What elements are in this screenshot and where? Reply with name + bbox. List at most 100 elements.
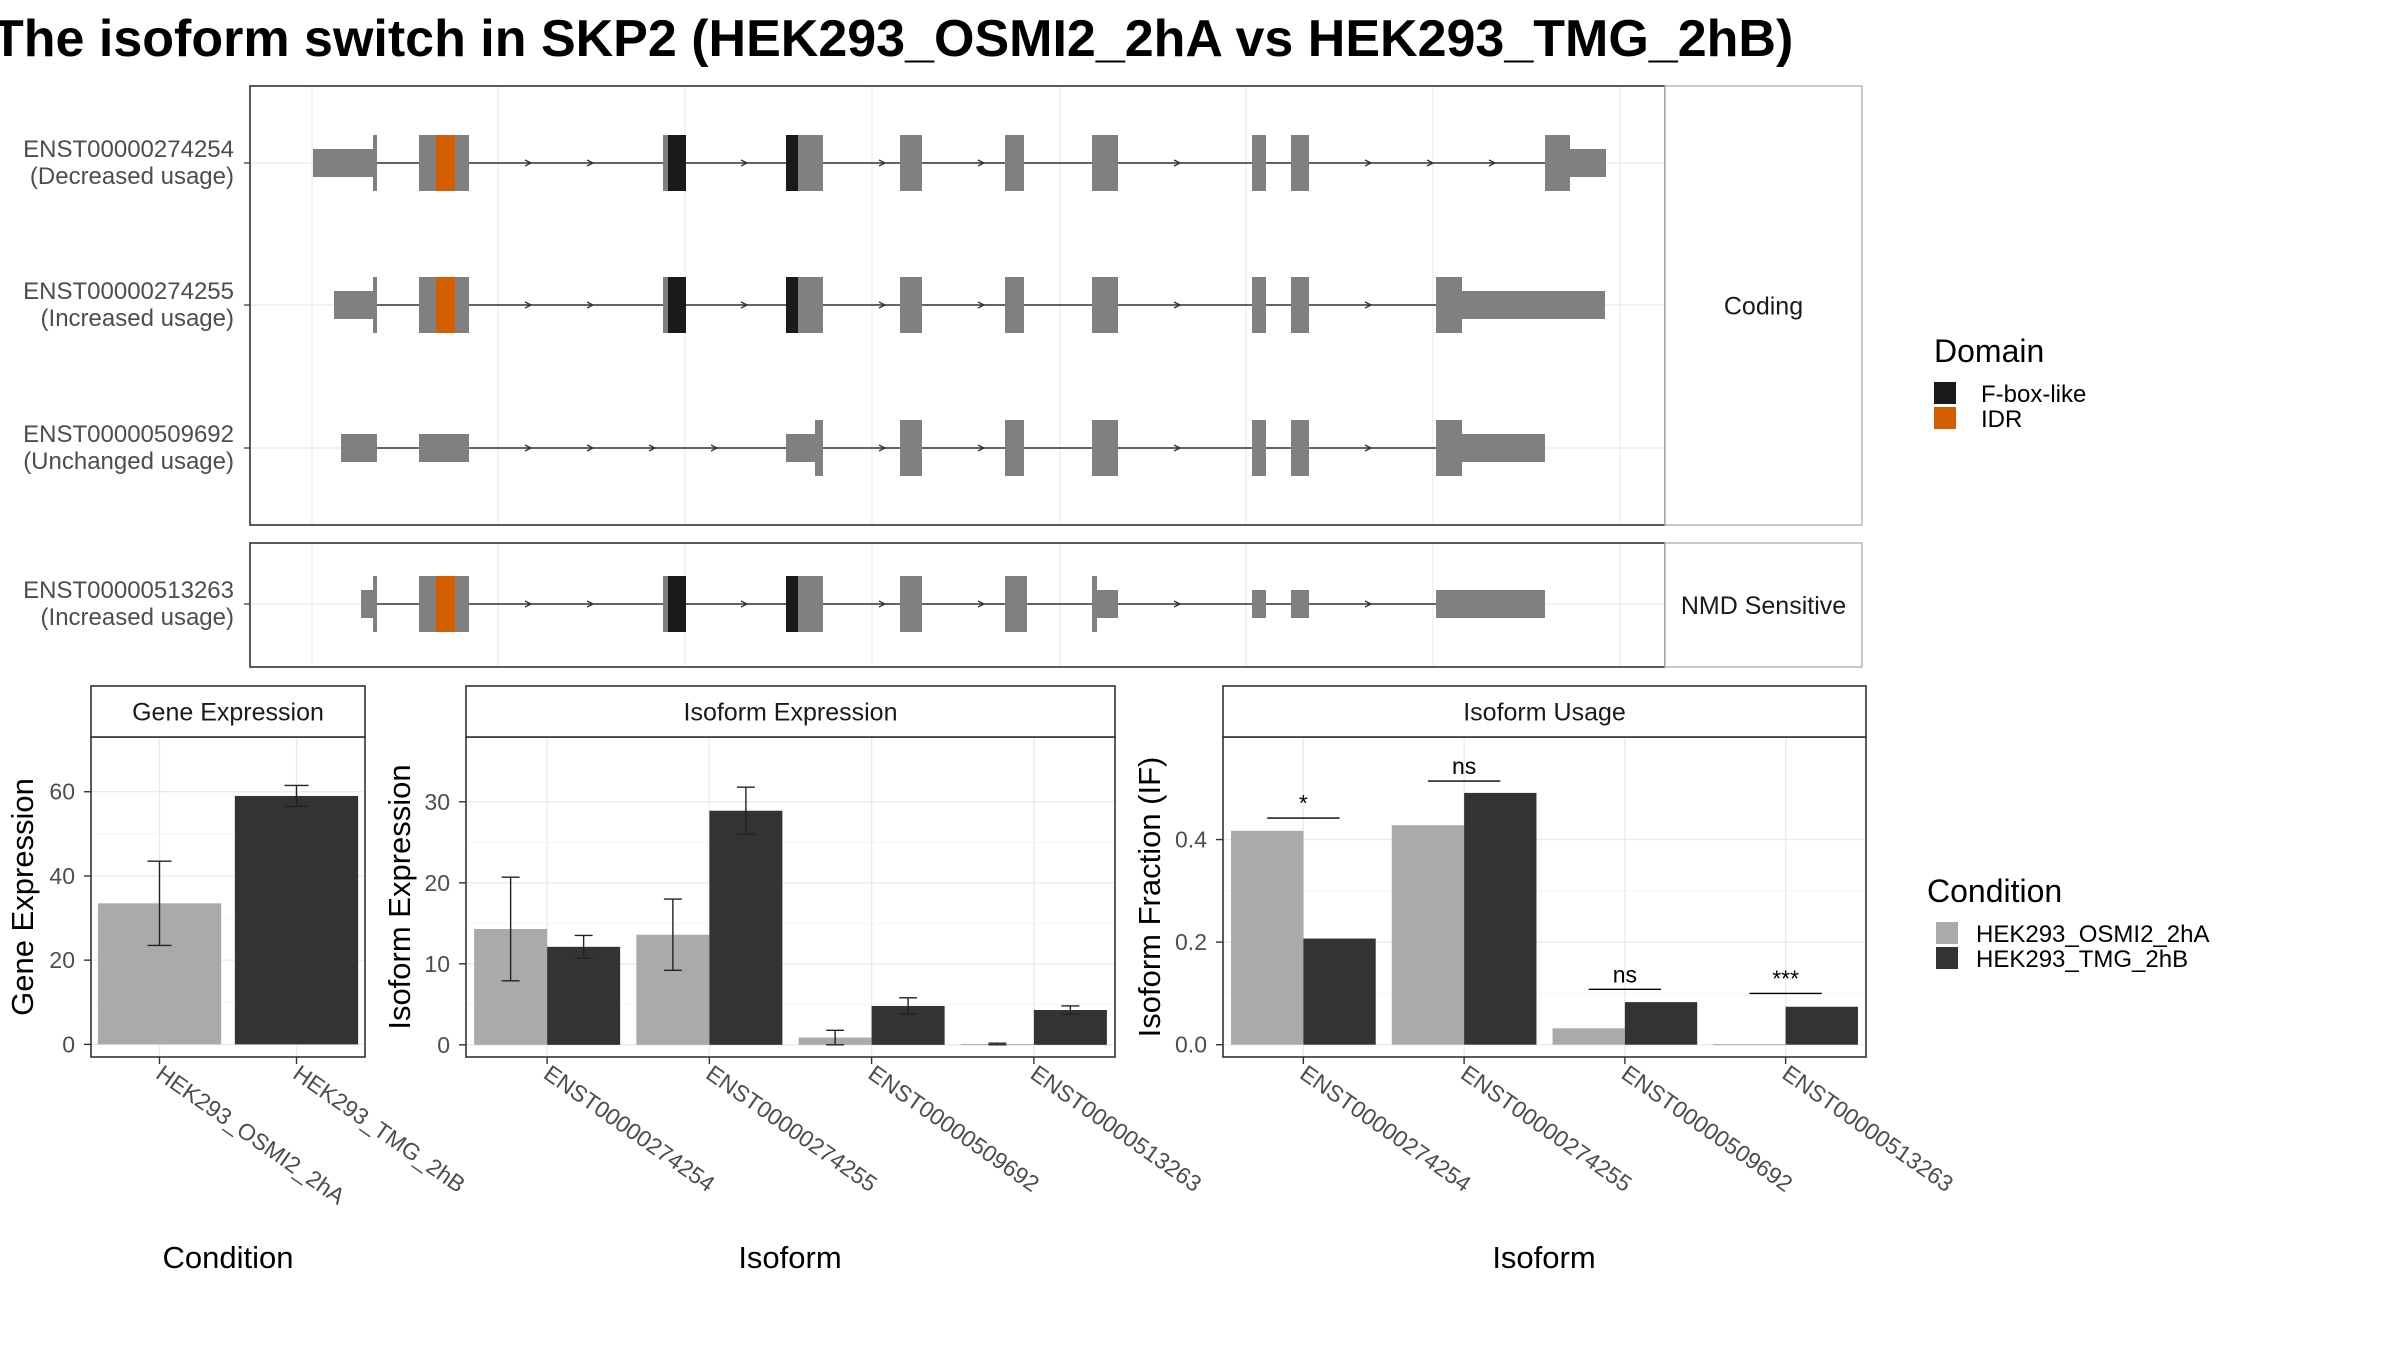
coding-exon	[1092, 277, 1118, 333]
chart-title: Isoform Usage	[1463, 699, 1626, 727]
y-axis-title: Isoform Expression	[382, 764, 417, 1029]
y-tick-label: 0.2	[1175, 929, 1207, 955]
fbox-domain	[786, 277, 798, 333]
y-axis-title: Gene Expression	[5, 778, 40, 1016]
utr-exon	[313, 149, 373, 177]
intron-direction-arrow	[1364, 600, 1373, 608]
utr-exon	[419, 434, 469, 462]
intron-direction-arrow	[977, 301, 986, 309]
group-strip	[1664, 85, 1863, 526]
transcript-id-label: ENST00000513263	[23, 577, 234, 604]
intron-direction-arrow	[878, 159, 887, 167]
coding-exon	[1005, 420, 1024, 476]
intron-direction-arrow	[586, 444, 595, 452]
domain-legend-title: Domain	[1934, 333, 2044, 369]
coding-exon	[1252, 135, 1266, 191]
chart-2: Isoform Expression 0 10 20 30 ENST00000274254…	[382, 685, 1206, 1275]
bar	[1391, 825, 1465, 1045]
fbox-domain	[786, 135, 798, 191]
transcript-usage-label: (Unchanged usage)	[23, 448, 234, 475]
coding-exon	[1005, 135, 1024, 191]
x-tick-label: ENST00000274255	[702, 1060, 882, 1197]
intron-direction-arrow	[878, 444, 887, 452]
figure-title: The isoform switch in SKP2 (HEK293_OSMI2…	[0, 10, 1793, 68]
coding-exon	[1291, 135, 1309, 191]
y-tick-label: 30	[424, 789, 450, 815]
intron-direction-arrow	[1364, 301, 1373, 309]
utr-exon	[1436, 590, 1545, 618]
chart-title-strip	[465, 685, 1116, 738]
bar	[1033, 1010, 1107, 1045]
x-axis-title: Isoform	[1492, 1240, 1595, 1275]
utr-exon	[1291, 590, 1309, 618]
x-tick-label: ENST00000513263	[1026, 1060, 1206, 1197]
transcript-usage-label: (Increased usage)	[41, 604, 234, 631]
significance-label: ***	[1772, 965, 1799, 991]
coding-exon	[373, 135, 377, 191]
coding-exon	[373, 277, 377, 333]
bar	[547, 946, 621, 1045]
chart-title-strip	[90, 685, 366, 738]
x-axis-title: Isoform	[738, 1240, 841, 1275]
bar	[1303, 938, 1376, 1045]
utr-exon	[361, 590, 373, 618]
y-tick-label: 20	[49, 947, 75, 973]
utr-exon	[786, 434, 815, 462]
intron-direction-arrow	[524, 159, 533, 167]
intron-direction-arrow	[977, 159, 986, 167]
idr-domain	[436, 576, 455, 632]
transcript-usage-label: (Increased usage)	[41, 305, 234, 332]
intron-direction-arrow	[648, 444, 657, 452]
y-tick-label: 10	[424, 951, 450, 977]
x-tick-label: ENST00000274254	[1296, 1060, 1477, 1197]
y-tick-label: 0	[62, 1031, 75, 1057]
intron-direction-arrow	[1173, 159, 1182, 167]
condition-legend-label: HEK293_TMG_2hB	[1976, 946, 2188, 973]
idr-domain	[436, 135, 455, 191]
group-strip-label: Coding	[1724, 293, 1803, 321]
intron-direction-arrow	[740, 600, 749, 608]
intron-direction-arrow	[878, 301, 887, 309]
intron-direction-arrow	[1364, 159, 1373, 167]
x-tick-label: ENST00000513263	[1778, 1060, 1958, 1197]
y-tick-label: 20	[424, 870, 450, 896]
y-tick-label: 0.0	[1175, 1032, 1207, 1058]
transcript-id-label: ENST00000274255	[23, 278, 234, 305]
utr-exon	[334, 291, 373, 319]
idr-domain	[436, 277, 455, 333]
bar	[1713, 1044, 1786, 1046]
coding-exon	[1291, 277, 1309, 333]
bar	[1785, 1006, 1858, 1045]
coding-exon	[900, 420, 922, 476]
significance-label: ns	[1613, 961, 1637, 987]
y-tick-label: 40	[49, 863, 75, 889]
utr-exon	[1252, 590, 1266, 618]
structure-panel-bg	[250, 543, 1665, 667]
fbox-domain	[668, 135, 686, 191]
utr-exon	[341, 434, 377, 462]
coding-exon	[1436, 277, 1462, 333]
coding-exon	[900, 135, 922, 191]
fbox-domain	[786, 576, 798, 632]
y-tick-label: 60	[49, 779, 75, 805]
intron-direction-arrow	[740, 301, 749, 309]
coding-exon	[1436, 420, 1462, 476]
coding-exon	[1092, 420, 1118, 476]
bar	[1464, 792, 1537, 1045]
coding-exon	[1252, 277, 1266, 333]
domain-legend-label: IDR	[1981, 406, 2022, 433]
bar	[1552, 1028, 1625, 1045]
condition-legend-label: HEK293_OSMI2_2hA	[1976, 921, 2209, 948]
intron-direction-arrow	[586, 159, 595, 167]
transcript-id-label: ENST00000509692	[23, 421, 234, 448]
x-tick-label: ENST00000509692	[864, 1060, 1044, 1197]
significance-label: *	[1299, 790, 1308, 816]
intron-direction-arrow	[586, 301, 595, 309]
bar	[234, 795, 359, 1045]
y-tick-label: 0	[437, 1032, 450, 1058]
x-tick-label: ENST00000274254	[539, 1060, 720, 1197]
x-tick-label: ENST00000509692	[1617, 1060, 1797, 1197]
chart-3: * ns ns *** Isoform Usage 0.0 0.2 0.4 ENST000002…	[1132, 685, 1958, 1275]
utr-exon	[1097, 590, 1118, 618]
